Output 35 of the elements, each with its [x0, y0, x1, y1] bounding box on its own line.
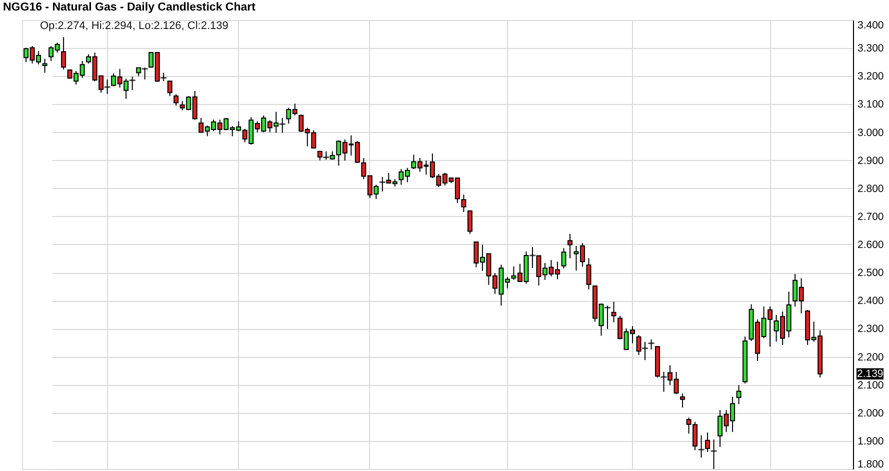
- y-tick-label: 1.800: [858, 458, 884, 470]
- candlestick: [680, 393, 686, 408]
- y-tick-label: 2.000: [858, 407, 884, 420]
- y-tick-label: 2.600: [858, 239, 884, 251]
- annotation: Op:2.274, Hi:2.294, Lo:2.126, Cl:2.139: [40, 20, 228, 32]
- text: 2.139: [857, 368, 884, 380]
- candlestick: [736, 384, 742, 405]
- candlestick: [586, 258, 592, 290]
- y-tick-label: 2.200: [858, 351, 884, 364]
- candlestick: [648, 338, 654, 350]
- candlestick: [710, 439, 717, 470]
- candlestick: [467, 210, 472, 234]
- y-tick-label: 2.300: [858, 323, 884, 336]
- y-tick-label: 3.400: [858, 20, 884, 32]
- y-tick-label: 3.000: [858, 126, 884, 139]
- candlestick: [42, 58, 48, 74]
- y-tick-label: 3.200: [858, 70, 884, 83]
- candlestick: [61, 36, 66, 70]
- chart-title: NGG16 - Natural Gas - Daily Candlestick Chart: [3, 2, 256, 14]
- y-tick-label: 2.100: [858, 379, 884, 392]
- candlestick: [561, 248, 566, 269]
- y-tick-label: 3.100: [858, 98, 884, 111]
- y-tick-label: 2.900: [858, 154, 884, 167]
- candlestick: [698, 434, 704, 458]
- y-tick-label: 1.900: [858, 435, 884, 448]
- y-tick-label: 2.400: [858, 295, 884, 308]
- candlestick: [167, 80, 172, 97]
- candlestick: [705, 432, 710, 452]
- candlestick: [611, 301, 616, 323]
- y-tick-label: 2.500: [858, 267, 884, 280]
- candlestick: [567, 233, 572, 259]
- y-tick-label: 2.800: [858, 182, 884, 195]
- y-tick-label: 2.700: [858, 210, 884, 223]
- y-tick-label: 3.300: [858, 42, 884, 55]
- candlestick: [174, 94, 179, 106]
